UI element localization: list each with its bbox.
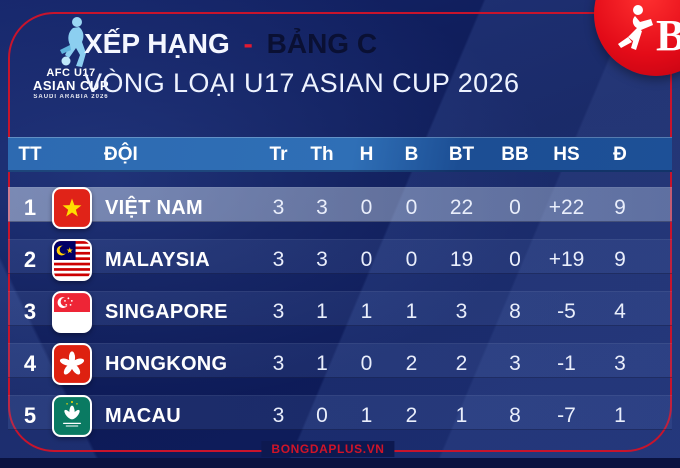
stat-drawn: 0 (360, 196, 373, 219)
stat-won: 1 (316, 352, 328, 375)
team-name: MALAYSIA (105, 248, 211, 271)
rank-value: 2 (23, 247, 37, 272)
team-name: SINGAPORE (105, 300, 228, 323)
team-name: VIỆT NAM (105, 196, 203, 219)
stat-points: 3 (614, 352, 626, 375)
afc-logo-line3: SAUDI ARABIA 2026 (33, 94, 109, 101)
stat-played: 3 (272, 404, 285, 427)
stat-goals-for: 22 (449, 196, 474, 219)
stat-goals-against: 0 (509, 248, 521, 271)
stat-lost: 2 (405, 404, 418, 427)
stat-drawn: 0 (360, 248, 373, 271)
bicycle-kick-icon (618, 5, 653, 50)
stat-lost: 1 (405, 300, 418, 323)
bottom-strip (0, 458, 680, 468)
page-title: XẾP HẠNG - BẢNG C (84, 26, 519, 62)
rank-value: 4 (23, 351, 37, 376)
col-header-goals-against: BB (501, 143, 529, 165)
title-ranking-label: XẾP HẠNG (84, 28, 230, 59)
stat-lost: 2 (405, 352, 418, 375)
col-header-goal-diff: HS (553, 143, 580, 165)
afc-logo-line1: AFC U17 (46, 67, 96, 79)
stat-goal-diff: -1 (557, 352, 576, 375)
afc-u17-asian-cup-logo: AFC U17 ASIAN CUP SAUDI ARABIA 2026 (12, 10, 130, 122)
col-header-team: ĐỘI (104, 143, 138, 165)
stat-won: 1 (316, 300, 328, 323)
singapore-flag-icon (52, 291, 92, 333)
title-block: XẾP HẠNG - BẢNG C VÒNG LOẠI U17 ASIAN CU… (84, 26, 519, 99)
stat-drawn: 1 (360, 404, 373, 427)
watermark: BONGDAPLUS.VN (261, 441, 395, 457)
table-row: 3 SINGAPORE 3 1 1 1 3 8 -5 4 (8, 291, 672, 333)
stat-goals-against: 8 (509, 404, 521, 427)
team-cell: MACAU (52, 395, 257, 437)
col-header-points: Đ (613, 143, 627, 165)
team-cell: HONGKONG (52, 343, 257, 385)
table-header-row: TT ĐỘI Tr Th H B BT BB HS Đ (8, 137, 672, 172)
macau-flag-icon (52, 395, 92, 437)
malaysia-flag-icon (52, 239, 92, 281)
table-row: 4 HONGKONG 3 1 0 2 2 3 -1 3 (8, 343, 672, 385)
team-name: HONGKONG (105, 352, 228, 375)
stat-goals-for: 2 (455, 352, 468, 375)
col-header-lost: B (404, 143, 419, 165)
col-header-drawn: H (359, 143, 374, 165)
stat-goal-diff: +22 (548, 196, 585, 219)
col-header-played: Tr (269, 143, 288, 165)
col-header-goals-for: BT (448, 143, 475, 165)
stat-goals-for: 1 (455, 404, 468, 427)
stat-goals-against: 0 (509, 196, 521, 219)
team-cell: SINGAPORE (52, 291, 257, 333)
team-cell: VIỆT NAM (52, 187, 257, 229)
stat-lost: 0 (405, 196, 418, 219)
stat-drawn: 1 (360, 300, 373, 323)
table-row: 1 VIỆT NAM 3 3 0 0 22 0 +22 9 (8, 187, 672, 229)
stat-played: 3 (272, 248, 285, 271)
stat-points: 1 (614, 404, 626, 427)
stat-goals-against: 8 (509, 300, 521, 323)
rank-value: 5 (23, 403, 37, 428)
stat-points: 9 (614, 196, 626, 219)
team-cell: MALAYSIA (52, 239, 257, 281)
stat-goal-diff: +19 (548, 248, 585, 271)
col-header-rank: TT (18, 143, 42, 165)
footballer-silhouette-icon (60, 17, 86, 67)
stat-won: 3 (316, 196, 328, 219)
stat-played: 3 (272, 300, 285, 323)
stat-goals-against: 3 (509, 352, 521, 375)
stat-goals-for: 3 (455, 300, 468, 323)
brand-letter: B (656, 11, 680, 60)
stat-lost: 0 (405, 248, 418, 271)
stat-played: 3 (272, 352, 285, 375)
stat-won: 3 (316, 248, 328, 271)
rank-value: 3 (23, 299, 37, 324)
stat-goals-for: 19 (449, 248, 474, 271)
stat-won: 0 (316, 404, 328, 427)
stat-drawn: 0 (360, 352, 373, 375)
title-separator: - (243, 28, 253, 59)
rank-value: 1 (23, 195, 37, 220)
team-name: MACAU (105, 404, 181, 427)
table-row: 2 MALAYSIA 3 3 0 0 19 0 +19 9 (8, 239, 672, 281)
vietnam-flag-icon (52, 187, 92, 229)
afc-logo-line2: ASIAN CUP (32, 78, 109, 94)
title-group-label: BẢNG C (266, 28, 378, 59)
stat-goal-diff: -5 (557, 300, 576, 323)
stat-goal-diff: -7 (557, 404, 576, 427)
stat-points: 4 (614, 300, 626, 323)
table-row: 5 MACAU 3 0 1 2 1 8 -7 1 (8, 395, 672, 437)
page-subtitle: VÒNG LOẠI U17 ASIAN CUP 2026 (84, 68, 520, 98)
col-header-won: Th (310, 143, 334, 165)
hongkong-flag-icon (52, 343, 92, 385)
stat-points: 9 (614, 248, 626, 271)
stat-played: 3 (272, 196, 285, 219)
afc-logo-text: AFC U17 ASIAN CUP SAUDI ARABIA 2026 (12, 67, 130, 101)
